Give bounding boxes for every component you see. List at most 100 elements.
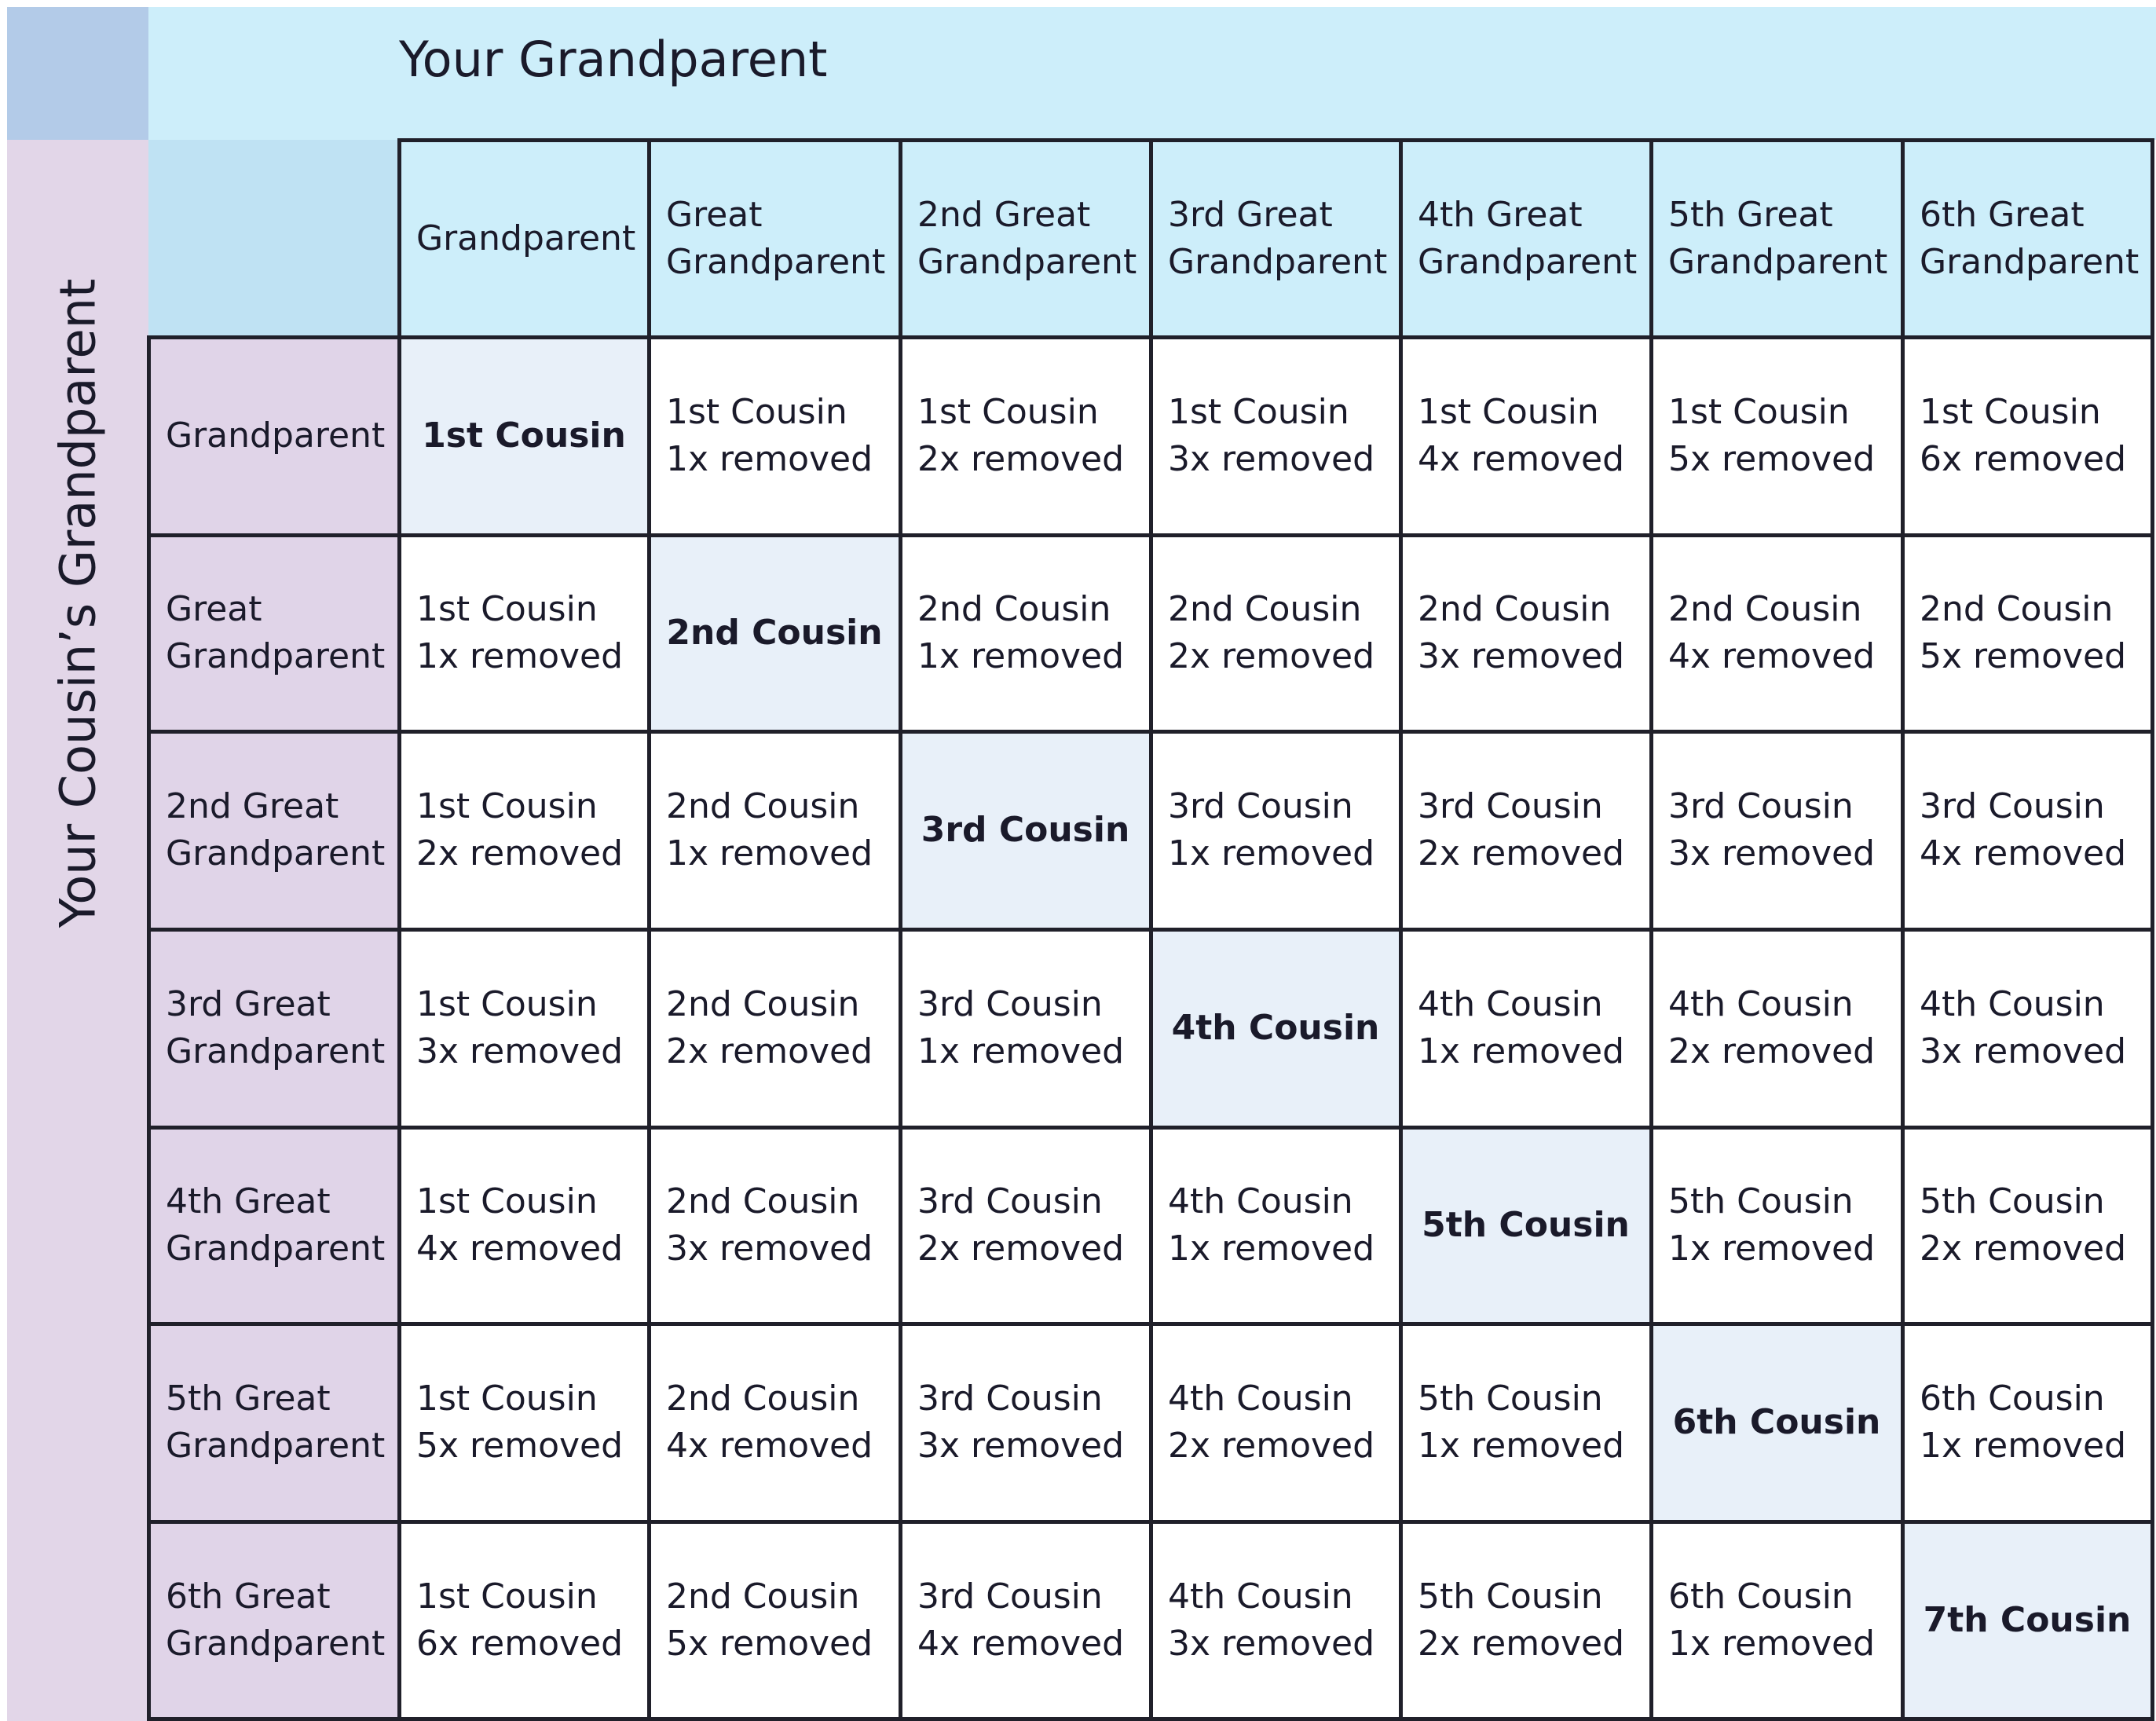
cell: 3rd Cousin 3x removed <box>900 1324 1151 1521</box>
cell: 2nd Cousin 3x removed <box>1400 535 1651 731</box>
cell: 4th Cousin 3x removed <box>1151 1521 1400 1719</box>
cell: 3rd Cousin 1x removed <box>900 929 1151 1127</box>
cell: 1st Cousin 5x removed <box>1651 337 1902 535</box>
cell: 3rd Cousin 2x removed <box>1400 731 1651 929</box>
cell-text: 5x removed <box>666 1623 873 1664</box>
cell-text: 3x removed <box>1168 1623 1375 1664</box>
cell: 5th Cousin 2x removed <box>1400 1521 1651 1719</box>
diagonal-cell: 5th Cousin <box>1400 1127 1651 1324</box>
cell-text: 2nd Cousin <box>666 1181 860 1221</box>
column-header: Great Grandparent <box>649 140 900 337</box>
cell: 2nd Cousin 1x removed <box>900 535 1151 731</box>
grid-line <box>146 1125 2154 1130</box>
cell-text: 4th Cousin <box>1168 1181 1353 1221</box>
cell-text: Grandparent <box>917 241 1137 282</box>
cell-text: 1st Cousin <box>416 1379 598 1419</box>
cell-text: 2x removed <box>666 1031 873 1071</box>
grid-line <box>146 729 2154 734</box>
cell: 3rd Cousin 2x removed <box>900 1127 1151 1324</box>
cell-text: Grandparent <box>166 416 386 456</box>
row-header: Grandparent <box>148 337 399 535</box>
cell-text: 2nd Cousin <box>666 1576 860 1617</box>
cell: 1st Cousin 3x removed <box>1151 337 1400 535</box>
cell-text: 2nd Cousin <box>1168 589 1362 629</box>
cell-text: 4x removed <box>666 1426 873 1466</box>
column-header: 4th Great Grandparent <box>1400 140 1651 337</box>
diagonal-cell: 6th Cousin <box>1651 1324 1902 1521</box>
cell: 2nd Cousin 5x removed <box>649 1521 900 1719</box>
column-header: 5th Great Grandparent <box>1651 140 1902 337</box>
cell-text: 1x removed <box>1418 1031 1625 1071</box>
cell-text: 3x removed <box>1168 439 1375 479</box>
cell-text: Grandparent <box>166 833 386 873</box>
grid-line <box>146 335 2154 339</box>
cell-text: Grandparent <box>1668 241 1888 282</box>
cell-text: 1st Cousin <box>1168 392 1349 432</box>
cell-text: 1st Cousin <box>416 1576 598 1617</box>
cell: 1st Cousin 2x removed <box>399 731 649 929</box>
cell-text: 2x removed <box>917 439 1125 479</box>
cell-text: 3rd Cousin <box>1418 786 1603 826</box>
cell-text: 4th Cousin <box>1168 1379 1353 1419</box>
cell: 2nd Cousin 2x removed <box>1151 535 1400 731</box>
cell-text: 4th Great <box>166 1181 331 1221</box>
cell-text: 3rd Cousin <box>917 1181 1103 1221</box>
cell-text: 6th Cousin <box>1672 1402 1881 1442</box>
cell-text: Grandparent <box>166 1426 386 1466</box>
cell-text: 1st Cousin <box>422 416 626 456</box>
cell-text: 1st Cousin <box>416 786 598 826</box>
cell-text: 6x removed <box>416 1623 624 1664</box>
cell-text: 1x removed <box>1418 1426 1625 1466</box>
cell-text: 1x removed <box>917 1031 1125 1071</box>
grid-line <box>146 1321 2154 1326</box>
cell: 1st Cousin 6x removed <box>399 1521 649 1719</box>
cell: 1st Cousin 2x removed <box>900 337 1151 535</box>
cell: 4th Cousin 2x removed <box>1151 1324 1400 1521</box>
cell-text: 3rd Cousin <box>921 810 1130 850</box>
cell: 1st Cousin 3x removed <box>399 929 649 1127</box>
cell-text: 1x removed <box>1920 1426 2127 1466</box>
cell-text: 4th Cousin <box>1668 984 1854 1024</box>
cell-text: 5th Great <box>166 1379 331 1419</box>
cell-text: 3rd Cousin <box>1920 786 2105 826</box>
cell-text: 2x removed <box>1168 636 1375 676</box>
cell-text: 2nd Cousin <box>1668 589 1862 629</box>
diagonal-cell: 4th Cousin <box>1151 929 1400 1127</box>
cell-text: 2nd Cousin <box>917 589 1111 629</box>
cell-text: 1x removed <box>1168 833 1375 873</box>
cell-text: 3rd Cousin <box>1668 786 1854 826</box>
column-header: 3rd Great Grandparent <box>1151 140 1400 337</box>
cell: 3rd Cousin 4x removed <box>1902 731 2152 929</box>
cell-text: Great <box>166 589 262 629</box>
cell: 1st Cousin 6x removed <box>1902 337 2152 535</box>
cell: 4th Cousin 2x removed <box>1651 929 1902 1127</box>
cell-text: 2x removed <box>1418 833 1625 873</box>
cell-text: 3x removed <box>1418 636 1625 676</box>
cell-text: Great <box>666 194 763 235</box>
cell-text: 6x removed <box>1920 439 2127 479</box>
side-title: Your Cousin’s Grandparent <box>49 278 107 928</box>
cell-text: 1st Cousin <box>416 984 598 1024</box>
column-header: 6th Great Grandparent <box>1902 140 2152 337</box>
cell-text: 5th Great <box>1668 194 1833 235</box>
cell-text: 4th Cousin <box>1168 1576 1353 1617</box>
cell-text: Grandparent <box>1168 241 1388 282</box>
cell: 2nd Cousin 4x removed <box>1651 535 1902 731</box>
cell-text: 5th Cousin <box>1422 1205 1630 1245</box>
column-header: Grandparent <box>399 140 649 337</box>
cell-text: 5x removed <box>416 1426 624 1466</box>
cell-text: 3rd Cousin <box>917 1379 1103 1419</box>
cell-text: 2nd Great <box>917 194 1091 235</box>
cell-text: 2x removed <box>917 1229 1125 1269</box>
cell: 3rd Cousin 3x removed <box>1651 731 1902 929</box>
cell: 3rd Cousin 4x removed <box>900 1521 1151 1719</box>
cell-text: Grandparent <box>166 1623 386 1664</box>
cell: 4th Cousin 3x removed <box>1902 929 2152 1127</box>
cell-text: 6th Great <box>166 1576 331 1617</box>
cell-text: 1st Cousin <box>1418 392 1599 432</box>
cell-text: 1x removed <box>1668 1229 1876 1269</box>
cell-text: 5x removed <box>1668 439 1876 479</box>
diagonal-cell: 3rd Cousin <box>900 731 1151 929</box>
cell: 4th Cousin 1x removed <box>1151 1127 1400 1324</box>
